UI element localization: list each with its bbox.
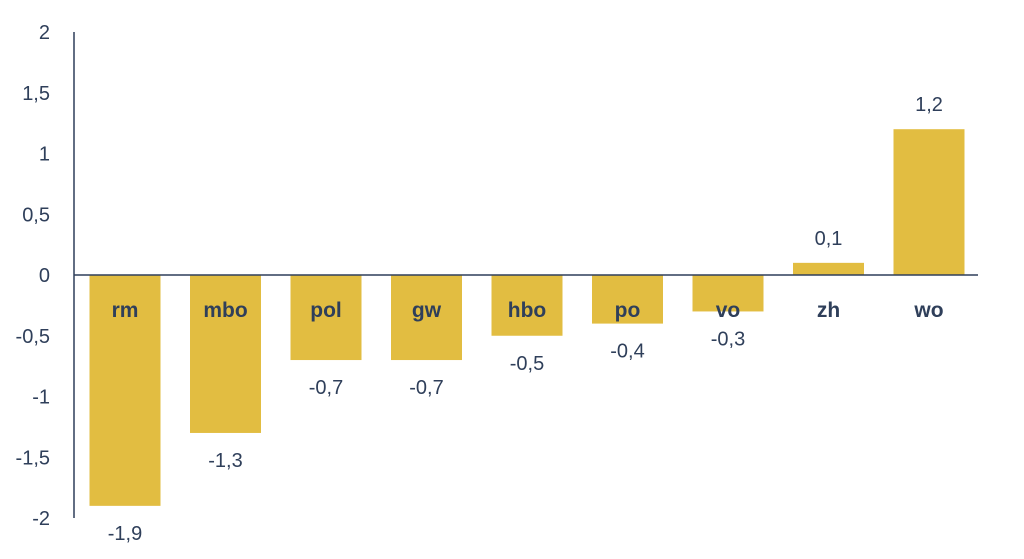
bar-po — [592, 275, 663, 324]
y-tick-label: -1,5 — [16, 447, 50, 469]
y-tick-label: -2 — [32, 508, 50, 530]
value-labels: -1,9 -1,3 -0,7 -0,7 -0,5 -0,4 -0,3 0,1 1,2 — [108, 94, 943, 545]
value-label-zh: 0,1 — [815, 228, 843, 250]
category-labels: rm mbo pol gw hbo po vo zh wo — [112, 299, 944, 322]
y-tick-label: 0 — [39, 265, 50, 287]
category-label-wo: wo — [913, 299, 943, 322]
value-label-rm: -1,9 — [108, 523, 142, 545]
y-tick-label: -0,5 — [16, 326, 50, 348]
category-label-pol: pol — [310, 299, 342, 322]
category-label-gw: gw — [412, 299, 442, 322]
category-label-vo: vo — [716, 299, 741, 322]
y-tick-label: 1,5 — [22, 83, 50, 105]
bars — [89, 129, 965, 506]
category-label-rm: rm — [112, 299, 139, 322]
category-label-zh: zh — [817, 299, 840, 322]
value-label-wo: 1,2 — [915, 94, 943, 116]
y-tick-label: -1 — [32, 387, 50, 409]
bar-vo — [692, 275, 764, 312]
bar-wo — [893, 129, 965, 275]
bar-gw — [391, 275, 462, 361]
bar-hbo — [491, 275, 563, 336]
bar-zh — [793, 262, 864, 275]
bar-mbo — [190, 275, 261, 433]
y-tick-label: 2 — [39, 22, 50, 44]
value-label-vo: -0,3 — [711, 328, 745, 350]
bar-pol — [290, 275, 362, 361]
value-label-hbo: -0,5 — [510, 353, 544, 375]
value-label-gw: -0,7 — [409, 377, 443, 399]
value-label-po: -0,4 — [610, 341, 644, 363]
category-label-hbo: hbo — [508, 299, 546, 322]
value-label-pol: -0,7 — [309, 377, 343, 399]
category-label-mbo: mbo — [203, 299, 247, 322]
y-tick-label: 0,5 — [22, 204, 50, 226]
y-axis-ticks: 2 1,5 1 0,5 0 -0,5 -1 -1,5 -2 — [16, 22, 50, 530]
value-label-mbo: -1,3 — [208, 450, 242, 472]
bar-rm — [89, 275, 161, 506]
category-label-po: po — [615, 299, 641, 322]
y-tick-label: 1 — [39, 144, 50, 166]
